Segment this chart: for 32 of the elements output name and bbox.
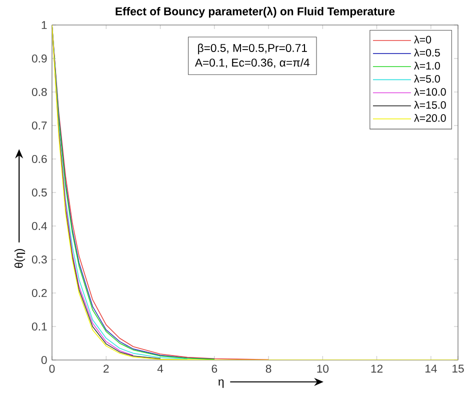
y-tick-label: 0.7 [32,122,47,130]
legend-label: λ=0.5 [414,48,440,57]
x-tick-label: 12 [371,364,383,373]
legend-label: λ=1.0 [414,62,440,70]
x-tick-label: 8 [266,364,272,373]
chart-title: Effect of Bouncy parameter(λ) on Fluid Temperature [116,6,395,18]
x-axis-title: η [218,379,224,388]
x-tick-label: 0 [49,364,55,373]
legend-label: λ=0 [414,36,432,44]
x-tick-label: 14 [425,364,437,373]
y-tick-label: 0.6 [32,155,47,164]
annotation: A=0.1, Ec=0.36, α=π/4 [194,58,310,68]
y-axis-title: θ(η) [14,248,26,268]
y-tick-label: 1 [42,21,47,29]
y-tick-label: 0.1 [32,322,47,331]
y-tick-label: 0 [41,356,47,364]
x-tick-label: 15 [452,364,464,373]
y-tick-label: 0.4 [32,222,47,230]
y-tick-label: 0.9 [32,54,47,63]
legend-label: λ=20.0 [414,114,446,122]
x-tick-label: 2 [104,364,109,373]
x-tick-label: 4 [157,364,164,373]
x-tick-label: 10 [317,364,329,373]
legend-label: λ=5.0 [414,74,440,83]
y-tick-label: 0.5 [32,188,47,197]
annotation: β=0.5, M=0.5,Pr=0.71 [198,44,307,54]
y-tick-label: 0.2 [32,288,47,298]
y-tick-label: 0.3 [32,256,47,264]
x-tick-label: 6 [212,364,218,373]
y-tick-label: 0.8 [32,88,47,96]
legend-label: λ=10.0 [414,88,446,96]
legend-label: λ=15.0 [414,100,446,109]
